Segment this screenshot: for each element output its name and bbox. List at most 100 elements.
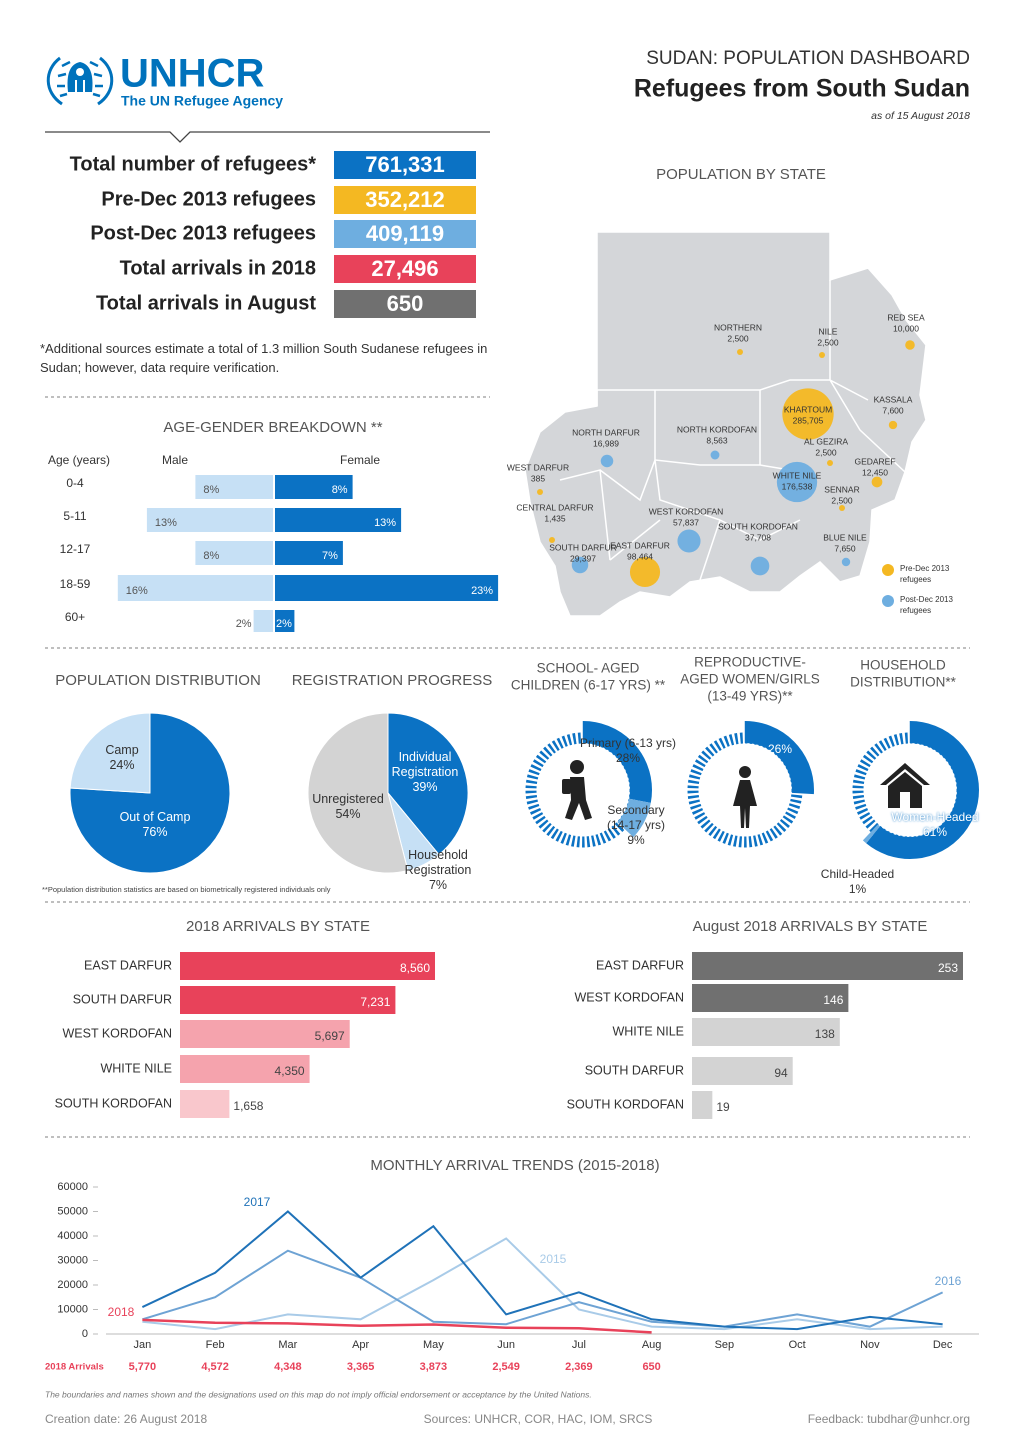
bar	[180, 986, 396, 1014]
value-label: 5,697	[315, 1029, 345, 1043]
stat-label: Pre-Dec 2013 refugees	[101, 188, 316, 210]
state-value: 8,563	[706, 435, 728, 445]
bar-male	[117, 575, 273, 601]
creation-date: Creation date: 26 August 2018	[45, 1412, 207, 1426]
x-tick-label: Dec	[933, 1339, 953, 1351]
page-title: Refugees from South Sudan	[634, 75, 970, 103]
pie-slice	[387, 712, 469, 856]
stat-value: 761,331	[365, 152, 445, 177]
map-dot	[571, 556, 589, 574]
state-value: 98,464	[627, 551, 653, 561]
category-label: 12-17	[60, 542, 91, 556]
x-tick-label: Jan	[134, 1339, 152, 1351]
chart-title: AGED WOMEN/GIRLS	[680, 672, 820, 687]
value-label: 2%	[236, 618, 252, 630]
y-tick-label: 40000	[57, 1230, 88, 1242]
row-value: 5,770	[129, 1361, 157, 1373]
chart-title: AGE-GENDER BREAKDOWN **	[163, 419, 382, 436]
state-value: 12,450	[862, 467, 888, 477]
category-label: EAST DARFUR	[84, 958, 172, 972]
x-tick-label: Jul	[572, 1339, 586, 1351]
state-name: WEST DARFUR	[507, 462, 569, 472]
value-label: 23%	[471, 585, 493, 597]
map-dot	[549, 537, 555, 543]
bar	[692, 1057, 793, 1085]
bar-male	[253, 610, 273, 632]
stat-box	[334, 290, 476, 318]
category-label: WHITE NILE	[100, 1061, 172, 1075]
series-label: 2018	[108, 1305, 135, 1319]
footnote: **Population distribution statistics are…	[42, 885, 331, 894]
value-label: 19	[716, 1100, 730, 1114]
state-value: 2,500	[831, 495, 853, 505]
state-name: CENTRAL DARFUR	[516, 502, 593, 512]
bar	[180, 1055, 310, 1083]
chart-title: REGISTRATION PROGRESS	[292, 672, 493, 689]
state-name: SOUTH KORDOFAN	[718, 521, 798, 531]
slice-value: 24%	[109, 758, 135, 772]
value-label: 8%	[332, 484, 348, 496]
value-label: 13%	[155, 517, 177, 529]
category-label: WEST KORDOFAN	[574, 990, 684, 1004]
state-name: GEDAREF	[854, 456, 895, 466]
org-name: UNHCR	[120, 52, 265, 96]
state-value: 1,435	[544, 513, 566, 523]
house-icon	[880, 763, 930, 808]
chart-title: DISTRIBUTION**	[850, 675, 957, 690]
state-name: SOUTH DARFUR	[549, 542, 617, 552]
state-name: RED SEA	[887, 312, 925, 322]
state-name: NORTHERN	[714, 322, 762, 332]
y-tick-label: 10000	[57, 1303, 88, 1315]
logo-emblem	[46, 56, 114, 106]
category-label: SOUTH KORDOFAN	[567, 1097, 684, 1111]
disclaimer: The boundaries and names shown and the d…	[45, 1389, 592, 1399]
header-rule	[45, 131, 490, 143]
bar-male	[195, 541, 273, 565]
map-dot	[600, 454, 614, 468]
y-tick-label: 20000	[57, 1279, 88, 1291]
bar	[692, 1018, 840, 1046]
legend-label: Female	[340, 453, 380, 467]
y-tick-label: 60000	[57, 1181, 88, 1193]
bar-female	[275, 610, 295, 632]
row-value: 2,549	[492, 1361, 520, 1373]
x-tick-label: Aug	[642, 1339, 662, 1351]
map-dot	[871, 476, 883, 488]
state-name: SENNAR	[824, 484, 859, 494]
value-label: 7%	[322, 550, 338, 562]
slice-value: 76%	[142, 825, 168, 839]
segment-label: Women-Headed	[891, 810, 979, 824]
state-name: NORTH DARFUR	[572, 427, 640, 437]
stat-box	[334, 255, 476, 283]
pie-slice	[69, 712, 151, 794]
state-name: AL GEZIRA	[804, 436, 848, 446]
state-value: 7,600	[882, 405, 904, 415]
segment-label: Child-Headed	[820, 867, 895, 881]
map-dot	[905, 340, 915, 350]
bar	[180, 1020, 350, 1048]
value-label: 138	[815, 1027, 835, 1041]
value-label: 94	[774, 1066, 788, 1080]
segment-value: 26%	[768, 742, 792, 756]
bar	[692, 952, 963, 980]
segment-label: Secondary (14-17 yrs)	[606, 803, 665, 832]
stat-box	[334, 186, 476, 214]
map-shape	[524, 231, 927, 617]
row-value: 650	[642, 1361, 660, 1373]
donut-segment	[514, 721, 652, 859]
category-label: WHITE NILE	[612, 1024, 684, 1038]
row-value: 4,572	[201, 1361, 229, 1373]
state-name: KASSALA	[874, 394, 913, 404]
state-name: NILE	[819, 326, 838, 336]
bar	[180, 1090, 230, 1118]
map-dot	[819, 352, 825, 358]
donut-segment	[676, 721, 814, 859]
bar-female	[275, 575, 499, 601]
map-dot	[750, 556, 770, 576]
legend-label: Pre-Dec 2013 refugees	[900, 564, 950, 584]
value-label: 7,231	[360, 995, 390, 1009]
stat-value: 409,119	[366, 221, 444, 246]
chart-title: (13-49 YRS)**	[707, 689, 793, 704]
segment-value: 61%	[922, 825, 948, 839]
category-label: 60+	[65, 610, 85, 624]
